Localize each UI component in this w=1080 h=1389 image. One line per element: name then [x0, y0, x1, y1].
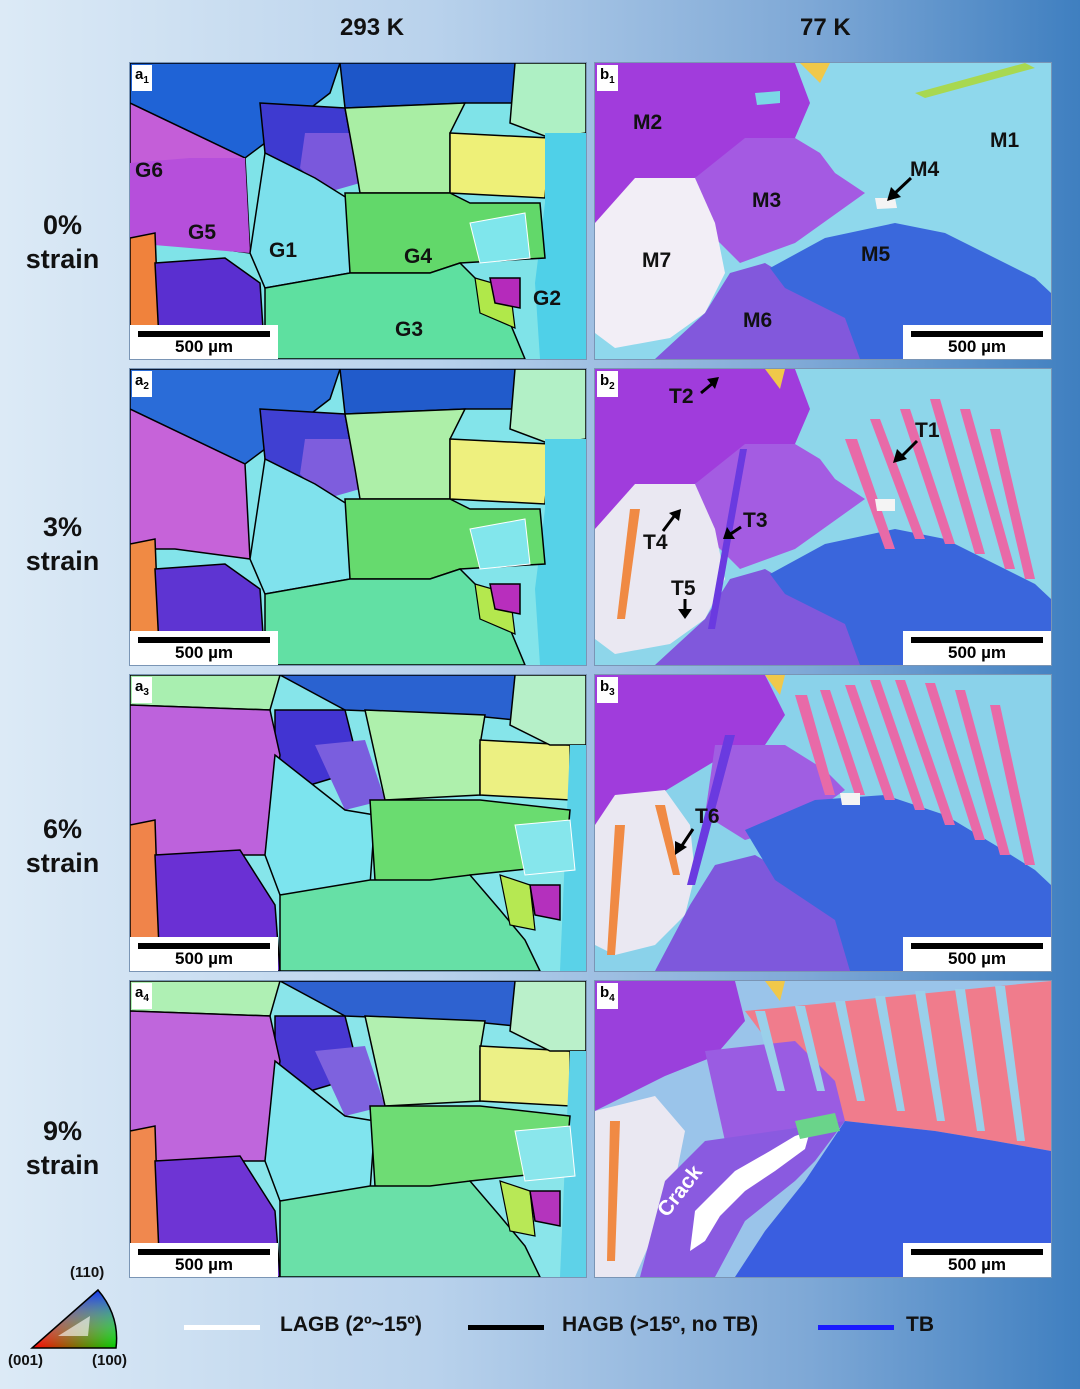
grain-label-g2: G2 — [533, 287, 562, 310]
scale-bar-text-b1: 500 µm — [948, 337, 1006, 356]
ebsd-map-a2 — [130, 369, 586, 665]
grain-label-m1: M1 — [990, 129, 1020, 152]
legend-lagb-swatch — [184, 1325, 260, 1330]
arrow-t5 — [678, 599, 692, 619]
scale-bar-b1: 500 µm — [903, 325, 1051, 359]
twin-label-t5: T5 — [671, 577, 696, 600]
grain-label-m5: M5 — [861, 243, 891, 266]
scale-bar-b2: 500 µm — [903, 631, 1051, 665]
arrow-t6 — [675, 828, 695, 855]
ebsd-map-b1 — [595, 63, 1051, 359]
scale-bar-text-b4: 500 µm — [948, 1255, 1006, 1274]
panel-b4: b4 Crack 500 µm — [594, 980, 1052, 1278]
arrow-t3 — [723, 525, 742, 539]
row-label-9-word: strain — [25, 1150, 100, 1180]
scale-bar-text-a2: 500 µm — [175, 643, 233, 662]
panel-a3: a3 500 µm — [129, 674, 587, 972]
scale-bar-a3: 500 µm — [130, 937, 278, 971]
legend-lagb-label: LAGB (2º~15º) — [280, 1313, 422, 1336]
panel-label-a1: a1 — [132, 65, 152, 91]
row-label-0: 0% strain — [0, 208, 125, 276]
legend-hagb-label: HAGB (>15º, no TB) — [562, 1313, 759, 1336]
ipf-triangle-icon — [30, 1288, 118, 1349]
arrow-m4 — [887, 176, 913, 201]
grain-label-g3: G3 — [395, 318, 424, 341]
panel-label-a3: a3 — [132, 677, 152, 703]
twin-label-t2: T2 — [669, 385, 694, 408]
scale-bar-a1: 500 µm — [130, 325, 278, 359]
grain-label-m4: M4 — [910, 158, 940, 181]
twin-label-t4: T4 — [643, 531, 668, 554]
grain-label-g1: G1 — [269, 239, 298, 262]
legend-hagb-swatch — [468, 1325, 544, 1330]
legend-tb-swatch — [818, 1325, 894, 1330]
twin-label-t1: T1 — [915, 419, 940, 442]
ebsd-map-a3 — [130, 675, 586, 971]
row-label-9: 9% strain — [0, 1114, 125, 1182]
row-label-6: 6% strain — [0, 812, 125, 880]
row-label-3: 3% strain — [0, 510, 125, 578]
row-label-9-pct: 9% — [42, 1116, 83, 1146]
ebsd-map-b3 — [595, 675, 1051, 971]
arrow-t1 — [893, 439, 919, 463]
panel-label-a2: a2 — [132, 371, 152, 397]
header-77k: 77 K — [800, 14, 851, 41]
ebsd-map-a4 — [130, 981, 586, 1277]
grain-label-m3: M3 — [752, 189, 782, 212]
row-label-0-pct: 0% — [42, 210, 83, 240]
panel-label-b2: b2 — [597, 371, 618, 397]
panel-label-a4: a4 — [132, 983, 152, 1009]
grain-label-g4: G4 — [404, 245, 433, 268]
panel-label-b3: b3 — [597, 677, 618, 703]
panel-b2: b2 T2 T1 T4 T3 T5 500 µm — [594, 368, 1052, 666]
header-293k: 293 K — [340, 14, 405, 41]
panel-a1: a1 G6 G5 G1 G4 G3 G2 500 µm — [129, 62, 587, 360]
scale-bar-a4: 500 µm — [130, 1243, 278, 1277]
scale-bar-text-b3: 500 µm — [948, 949, 1006, 968]
ipf-label-110: (110) — [70, 1264, 105, 1281]
row-label-3-pct: 3% — [42, 512, 83, 542]
panel-label-b4: b4 — [597, 983, 618, 1009]
scale-bar-text-b2: 500 µm — [948, 643, 1006, 662]
scale-bar-text-a1: 500 µm — [175, 337, 233, 356]
grain-label-m2: M2 — [633, 111, 663, 134]
grain-label-g5: G5 — [188, 221, 217, 244]
panel-a4: a4 500 µm — [129, 980, 587, 1278]
ipf-label-100: (100) — [92, 1352, 128, 1369]
row-label-0-word: strain — [25, 244, 100, 274]
ebsd-map-a1 — [130, 63, 586, 359]
panel-a2: a2 500 µm — [129, 368, 587, 666]
ebsd-map-b4 — [595, 981, 1051, 1277]
scale-bar-a2: 500 µm — [130, 631, 278, 665]
scale-bar-text-a4: 500 µm — [175, 1255, 233, 1274]
panel-b3: b3 T6 500 µm — [594, 674, 1052, 972]
legend-tb-label: TB — [906, 1313, 934, 1336]
twin-label-t6: T6 — [695, 805, 720, 828]
panel-b1: b1 M2 M1 M4 M3 M5 M7 M6 500 µm — [594, 62, 1052, 360]
grain-label-m6: M6 — [743, 309, 773, 332]
row-label-6-pct: 6% — [42, 814, 83, 844]
twin-label-t3: T3 — [743, 509, 768, 532]
scale-bar-b3: 500 µm — [903, 937, 1051, 971]
panel-label-b1: b1 — [597, 65, 618, 91]
row-label-3-word: strain — [25, 546, 100, 576]
grain-label-g6: G6 — [135, 159, 164, 182]
row-label-6-word: strain — [25, 848, 100, 878]
arrow-t2 — [700, 377, 719, 395]
arrow-t4 — [661, 509, 681, 532]
grain-label-m7: M7 — [642, 249, 672, 272]
ipf-label-001: (001) — [8, 1352, 44, 1369]
scale-bar-text-a3: 500 µm — [175, 949, 233, 968]
scale-bar-b4: 500 µm — [903, 1243, 1051, 1277]
